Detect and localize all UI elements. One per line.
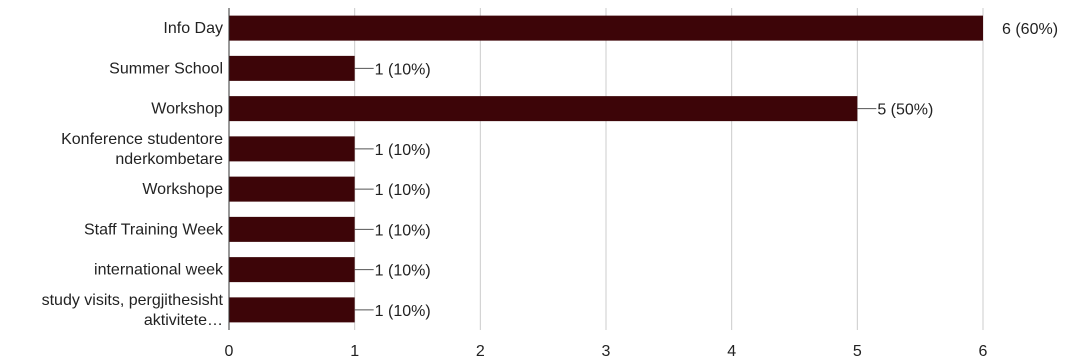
category-label: aktivitete…: [144, 312, 223, 329]
category-label: nderkombetare: [115, 151, 223, 168]
category-label: Workshop: [151, 101, 223, 118]
category-label: Summer School: [109, 60, 223, 77]
x-tick-label: 4: [727, 343, 736, 360]
x-tick-label: 5: [853, 343, 862, 360]
category-label: Workshope: [142, 181, 223, 198]
bar: [229, 176, 355, 202]
x-tick-label: 0: [225, 343, 234, 360]
bars: [229, 15, 983, 323]
category-label: Staff Training Week: [84, 221, 224, 238]
data-label: 1 (10%): [375, 303, 431, 320]
data-labels: 6 (60%) 1 (10%) 5 (50%) 1 (10%) 1 (10%) 1 (10…: [354, 21, 1058, 320]
bar: [229, 15, 983, 41]
bar: [229, 136, 355, 162]
data-label: 1 (10%): [375, 61, 431, 78]
bar: [229, 55, 355, 81]
data-label: 1 (10%): [375, 182, 431, 199]
bar: [229, 257, 355, 283]
x-tick-label: 6: [979, 343, 988, 360]
category-label: Konference studentore: [61, 131, 223, 148]
data-label: 1 (10%): [375, 263, 431, 280]
data-label: 1 (10%): [375, 142, 431, 159]
data-label: 6 (60%): [1002, 21, 1058, 38]
bar: [229, 96, 858, 122]
bar: [229, 216, 355, 242]
x-tick-label: 3: [602, 343, 611, 360]
category-label: study visits, pergjithesisht: [42, 292, 224, 309]
x-tick-label: 2: [476, 343, 485, 360]
gridlines: [354, 8, 984, 330]
data-label: 5 (50%): [877, 102, 933, 119]
bar: [229, 297, 355, 323]
category-label: Info Day: [163, 20, 223, 37]
x-tick-label: 1: [350, 343, 359, 360]
category-labels: Info Day Summer School Workshop Konference …: [42, 20, 224, 329]
data-label: 1 (10%): [375, 222, 431, 239]
category-label: international week: [94, 262, 224, 279]
x-tick-labels: 0 1 2 3 4 5 6: [225, 343, 988, 360]
